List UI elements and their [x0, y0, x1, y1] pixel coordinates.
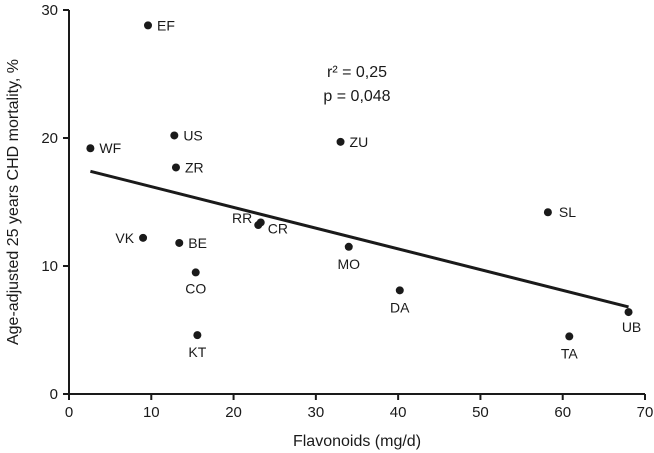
y-tick-label: 10	[41, 258, 58, 275]
point-label-zr: ZR	[185, 159, 204, 175]
axes	[68, 10, 645, 395]
point-label-sl: SL	[559, 204, 576, 220]
data-point-da	[395, 286, 404, 295]
point-label-cr: CR	[268, 220, 288, 236]
y-tick-label: 30	[41, 2, 58, 19]
point-label-ta: TA	[561, 345, 579, 361]
data-point-mo	[344, 242, 353, 251]
y-tick-label: 0	[50, 386, 58, 403]
data-point-ub	[624, 308, 633, 317]
point-label-da: DA	[390, 299, 410, 315]
y-tick-label: 20	[41, 130, 58, 147]
point-label-mo: MO	[337, 256, 360, 272]
point-label-vk: VK	[115, 230, 134, 246]
point-label-zu: ZU	[350, 134, 369, 150]
x-tick-label: 50	[472, 404, 489, 421]
data-points	[86, 21, 633, 341]
point-label-ef: EF	[157, 17, 175, 33]
x-tick-label: 70	[637, 404, 654, 421]
data-point-cr	[256, 218, 265, 227]
data-point-co	[191, 268, 200, 277]
point-label-co: CO	[185, 280, 206, 296]
data-point-zr	[171, 163, 180, 172]
data-point-ef	[143, 21, 152, 30]
data-point-sl	[543, 208, 552, 217]
x-tick-label: 40	[390, 404, 407, 421]
x-tick-label: 60	[554, 404, 571, 421]
p-value-annotation: p = 0,048	[323, 88, 390, 105]
r-squared-annotation: r² = 0,25	[327, 64, 387, 81]
point-labels: EF WF US ZU ZR SL RR CR VK BE MO CO DA UB KT TA	[99, 17, 641, 361]
data-point-kt	[193, 331, 202, 340]
x-tick-label: 30	[308, 404, 325, 421]
x-tick-label: 0	[65, 404, 73, 421]
point-label-kt: KT	[188, 344, 206, 360]
point-label-be: BE	[188, 235, 207, 251]
x-tick-label: 10	[143, 404, 160, 421]
point-label-us: US	[183, 127, 202, 143]
x-axis-title: Flavonoids (mg/d)	[293, 433, 421, 450]
y-axis-title: Age-adjusted 25 years CHD mortality, %	[5, 59, 22, 345]
data-point-us	[170, 131, 179, 140]
point-label-wf: WF	[99, 140, 121, 156]
data-point-vk	[139, 233, 148, 242]
point-label-rr: RR	[232, 210, 252, 226]
regression-line	[90, 169, 629, 309]
point-label-ub: UB	[622, 319, 641, 335]
x-tick-label: 20	[225, 404, 242, 421]
data-point-ta	[565, 332, 574, 341]
data-point-zu	[336, 137, 345, 146]
ticks: 0 10 20 30 40 50 60 70 0 10 20 30	[41, 2, 653, 421]
regression-line-group	[90, 169, 629, 309]
data-point-be	[175, 238, 184, 247]
data-point-wf	[86, 144, 95, 153]
